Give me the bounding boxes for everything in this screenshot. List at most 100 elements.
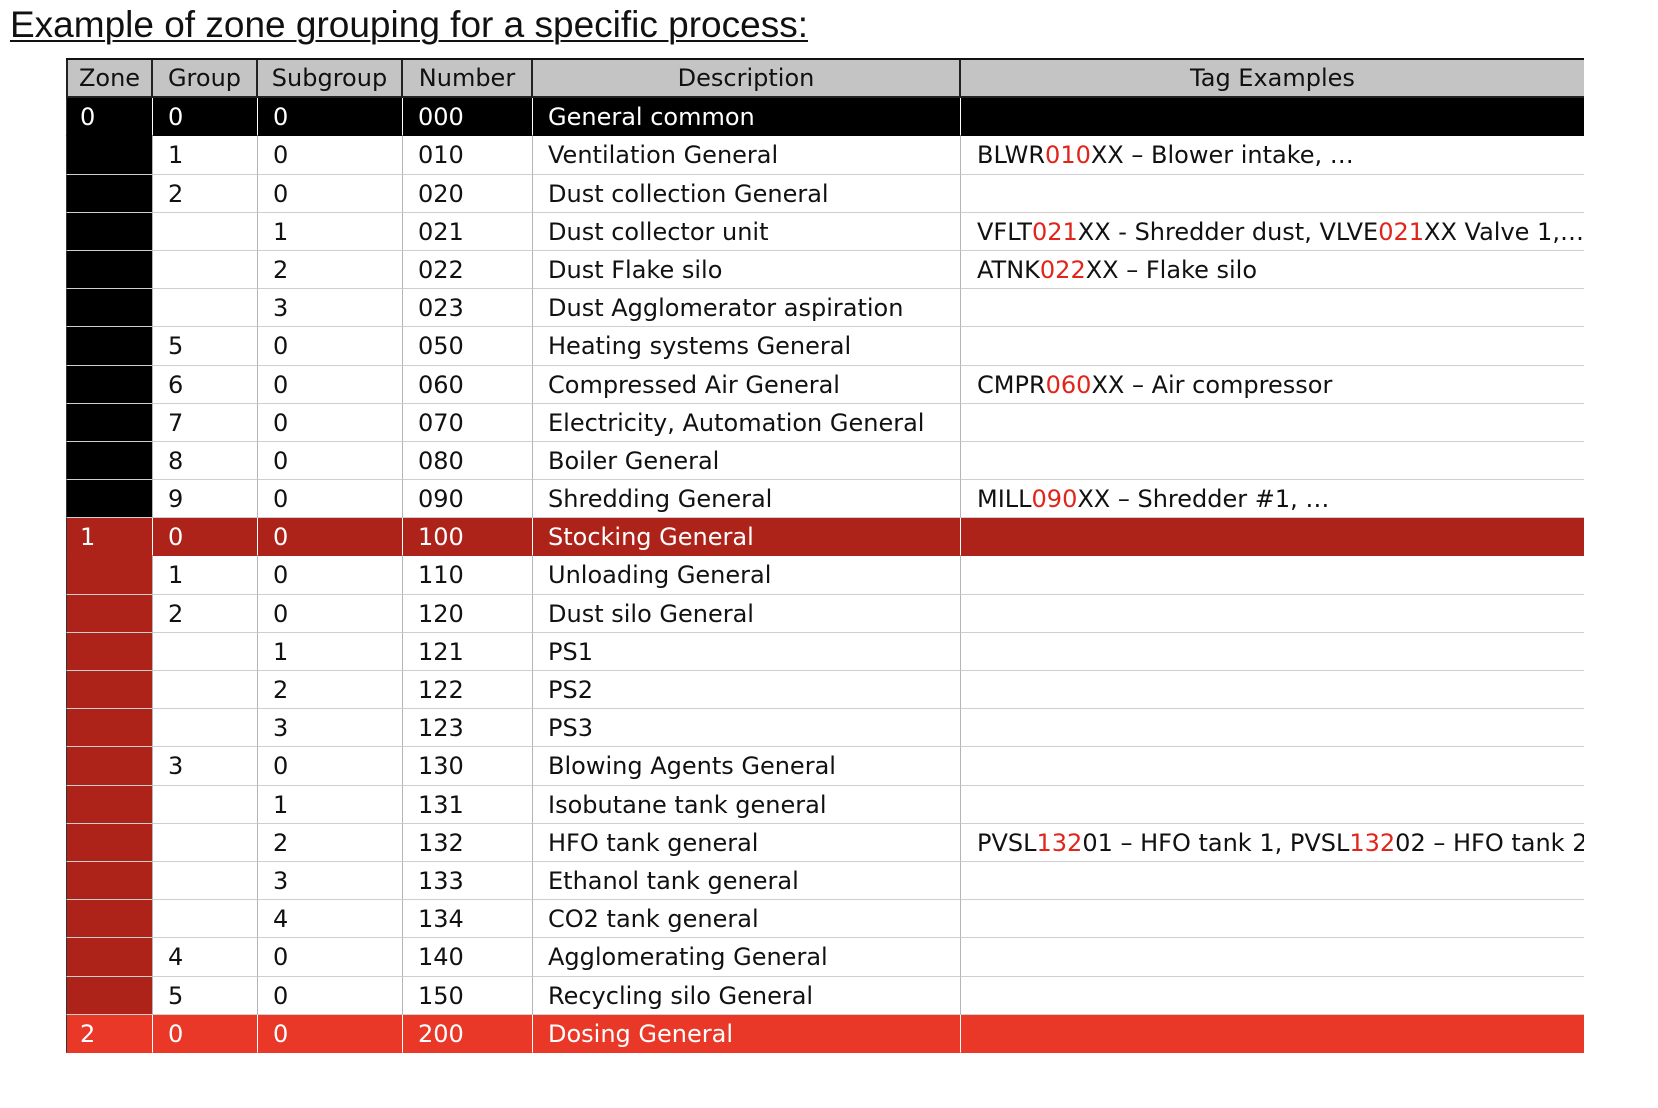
number-cell: 050 [403,327,533,366]
group-cell: 0 [153,1014,258,1053]
description-cell: PS3 [533,709,961,748]
subgroup-cell: 0 [258,403,403,442]
header-zone: Zone [66,60,153,99]
tag-number-highlight: 090 [1031,485,1078,514]
group-cell: 6 [153,365,258,404]
tag-examples-cell [961,442,1584,481]
group-cell: 0 [153,518,258,557]
description-cell: Compressed Air General [533,365,961,404]
group-cell: 3 [153,747,258,786]
description-cell: Agglomerating General [533,938,961,977]
group-cell [153,632,258,671]
tag-number-highlight: 021 [1031,217,1078,246]
group-cell: 4 [153,938,258,977]
tag-text: PVSL [977,828,1037,857]
number-cell: 134 [403,900,533,939]
page-title: Example of zone grouping for a specific … [10,4,808,45]
tag-examples-cell: CMPR060XX – Air compressor [961,366,1584,404]
tag-text: XX – Air compressor [1091,370,1333,399]
group-cell [153,212,258,251]
tag-text: MILL [977,485,1032,514]
tag-examples-cell [961,786,1584,824]
number-cell: 022 [403,250,533,290]
zone-cell [66,709,153,748]
description-cell: PS1 [533,632,961,671]
description-cell: HFO tank general [533,823,961,862]
subgroup-cell: 2 [258,823,403,862]
group-cell: 0 [153,98,258,137]
zone-cell [66,403,153,442]
description-cell: Dust collector unit [533,212,961,251]
group-cell [153,900,258,939]
subgroup-cell: 3 [258,709,403,748]
tag-examples-cell: MILL090XX – Shredder #1, … [961,480,1584,519]
tag-examples-cell [961,747,1584,786]
tag-text: ATNK [977,255,1040,284]
zone-cell [66,212,153,251]
description-cell: Boiler General [533,441,961,481]
group-cell [153,823,258,862]
zone-cell [66,823,153,862]
tag-text: XX Valve 1,… [1424,217,1584,246]
number-cell: 120 [403,594,533,633]
tag-examples-cell [961,633,1584,671]
number-cell: 090 [403,480,533,519]
group-cell: 8 [153,441,258,481]
subgroup-cell: 0 [258,938,403,977]
subgroup-cell: 0 [258,98,403,137]
tag-number-highlight: 132 [1036,828,1083,857]
tag-examples-cell [961,518,1584,557]
subgroup-cell: 0 [258,174,403,213]
tag-text: XX – Blower intake, … [1090,141,1354,170]
group-cell [153,785,258,824]
group-cell: 1 [153,136,258,175]
description-cell: Ethanol tank general [533,861,961,901]
description-cell: Dust Flake silo [533,250,961,290]
zone-cell [66,441,153,481]
number-cell: 100 [403,518,533,557]
number-cell: 132 [403,823,533,862]
zone-cell [66,327,153,366]
description-cell: Ventilation General [533,136,961,175]
zone-cell: 1 [66,518,153,557]
zone-cell [66,671,153,710]
group-cell: 7 [153,403,258,442]
tag-examples-cell [961,175,1584,213]
description-cell: Heating systems General [533,327,961,366]
subgroup-cell: 3 [258,861,403,901]
number-cell: 060 [403,365,533,404]
zone-cell [66,174,153,213]
subgroup-cell: 1 [258,785,403,824]
subgroup-cell: 0 [258,976,403,1015]
tag-examples-cell [961,938,1584,977]
tag-number-highlight: 021 [1378,217,1425,246]
description-cell: Isobutane tank general [533,785,961,824]
zone-cell: 2 [66,1014,153,1053]
tag-text: XX – Flake silo [1085,255,1257,284]
number-cell: 140 [403,938,533,977]
header-number: Number [403,60,533,99]
description-cell: Stocking General [533,518,961,557]
subgroup-cell: 0 [258,480,403,519]
zone-cell [66,365,153,404]
tag-examples-cell [961,977,1584,1015]
description-cell: Blowing Agents General [533,747,961,786]
description-cell: General common [533,98,961,137]
tag-examples-cell [961,671,1584,710]
description-cell: Dust Agglomerator aspiration [533,289,961,328]
group-cell [153,250,258,290]
description-cell: Unloading General [533,556,961,595]
subgroup-cell: 3 [258,289,403,328]
zone-cell [66,594,153,633]
tag-examples-cell [961,1014,1584,1053]
subgroup-cell: 0 [258,594,403,633]
tag-text: VFLT [977,217,1032,246]
tag-examples-cell [961,862,1584,901]
description-cell: Shredding General [533,480,961,519]
number-cell: 070 [403,403,533,442]
group-cell [153,861,258,901]
group-cell: 2 [153,594,258,633]
tag-examples-cell [961,709,1584,748]
group-cell [153,289,258,328]
subgroup-cell: 1 [258,632,403,671]
